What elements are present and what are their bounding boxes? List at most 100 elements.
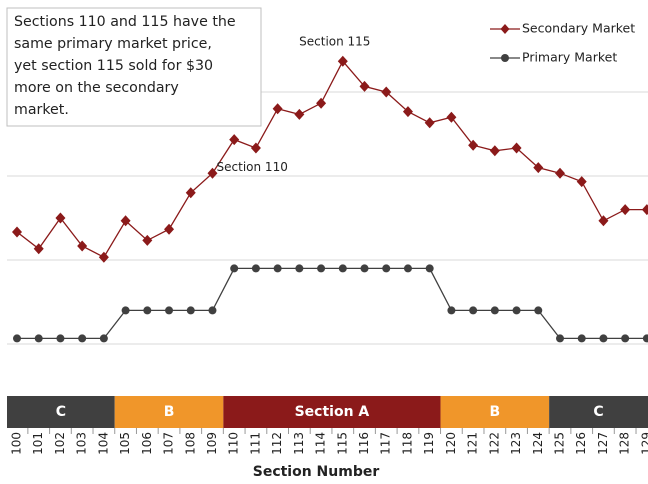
- point: [77, 240, 88, 252]
- zone-label: C: [56, 404, 66, 420]
- point: [186, 306, 195, 315]
- x-tick-label: 111: [248, 432, 262, 455]
- point: [403, 264, 412, 273]
- zone: [223, 396, 441, 428]
- point: [620, 204, 631, 216]
- point: [598, 215, 609, 227]
- point: [250, 142, 261, 154]
- point: [447, 306, 456, 315]
- point: [120, 215, 131, 227]
- x-tick-label: 123: [509, 432, 523, 455]
- note-line: more on the secondary: [14, 80, 179, 96]
- x-tick-label: 122: [487, 432, 501, 455]
- x-tick-label: 112: [270, 432, 284, 455]
- x-tick-label: 106: [140, 432, 154, 455]
- note-line: same primary market price,: [14, 36, 212, 52]
- point: [556, 334, 564, 343]
- point: [295, 264, 304, 273]
- legend-marker: [501, 54, 509, 62]
- point: [511, 142, 522, 154]
- x-tick-label: 118: [400, 432, 414, 455]
- point: [316, 97, 327, 109]
- point: [251, 264, 260, 273]
- point: [577, 334, 586, 343]
- point: [230, 264, 239, 273]
- legend-label: Secondary Market: [522, 21, 635, 36]
- point: [402, 106, 413, 118]
- x-tick-label: 110: [227, 432, 241, 455]
- point: [33, 243, 44, 255]
- point: [78, 334, 87, 343]
- point: [294, 108, 305, 120]
- x-tick-label: 107: [162, 432, 176, 455]
- x-tick-label: 129: [639, 432, 648, 455]
- point: [99, 334, 108, 343]
- x-tick-label: 115: [335, 432, 349, 455]
- x-tick-label: 105: [118, 432, 132, 455]
- point: [424, 117, 435, 129]
- point: [533, 162, 544, 174]
- point: [621, 334, 630, 343]
- point: [164, 223, 175, 235]
- x-tick-label: 108: [183, 432, 197, 455]
- point: [534, 306, 543, 315]
- legend-marker: [500, 24, 510, 34]
- x-tick-label: 101: [31, 432, 45, 455]
- x-tick-label: 117: [379, 432, 393, 455]
- x-tick-label: 126: [574, 432, 588, 455]
- annotation: Section 110: [217, 160, 288, 174]
- point: [469, 306, 478, 315]
- point: [34, 334, 43, 343]
- note-box: [6, 7, 262, 127]
- zone: [549, 396, 648, 428]
- zone-label: B: [164, 404, 175, 420]
- x-tick-label: 128: [618, 432, 632, 455]
- point: [185, 187, 196, 199]
- x-tick-label: 125: [553, 432, 567, 455]
- note-line: Sections 110 and 115 have the: [14, 14, 236, 30]
- x-axis-label: Section Number: [253, 464, 380, 480]
- point: [468, 139, 479, 151]
- zone: [7, 396, 115, 428]
- note-line: yet section 115 sold for $30: [14, 58, 213, 74]
- zone-label: Section A: [295, 404, 370, 420]
- point: [381, 86, 392, 98]
- point: [317, 264, 326, 273]
- x-tick-label: 114: [314, 432, 328, 455]
- point: [12, 226, 22, 238]
- point: [576, 176, 587, 188]
- point: [165, 306, 174, 315]
- zone-label: C: [593, 404, 603, 420]
- x-tick-label: 127: [596, 432, 610, 455]
- point: [425, 264, 434, 273]
- point: [272, 103, 283, 115]
- point: [359, 80, 370, 92]
- point: [208, 306, 217, 315]
- annotation: Section 115: [299, 35, 370, 49]
- x-tick-label: 113: [292, 432, 306, 455]
- zone-label: B: [490, 404, 501, 420]
- legend-label: Primary Market: [522, 50, 617, 65]
- zone: [114, 396, 224, 428]
- point: [490, 306, 499, 315]
- x-tick-label: 116: [357, 432, 371, 455]
- point: [512, 306, 521, 315]
- zone: [440, 396, 550, 428]
- series-line: [17, 267, 647, 340]
- point: [382, 264, 391, 273]
- point: [98, 251, 109, 263]
- note-line: market.: [14, 102, 69, 118]
- x-tick-label: 102: [53, 432, 67, 455]
- x-tick-label: 121: [466, 432, 480, 455]
- point: [337, 55, 348, 67]
- x-tick-label: 104: [96, 432, 110, 455]
- point: [338, 264, 347, 273]
- point: [229, 134, 240, 146]
- point: [446, 111, 457, 123]
- point: [555, 167, 565, 179]
- point: [273, 264, 282, 273]
- x-tick-label: 120: [444, 432, 458, 455]
- point: [207, 167, 218, 179]
- point: [489, 145, 500, 157]
